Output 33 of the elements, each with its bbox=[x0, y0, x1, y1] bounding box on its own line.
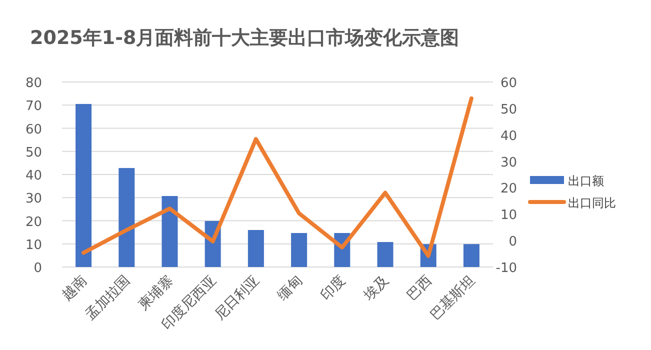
bar bbox=[76, 104, 92, 267]
y2-tick-label: 40 bbox=[500, 128, 517, 144]
bar bbox=[377, 242, 394, 267]
bar bbox=[248, 230, 264, 267]
y2-tick-label: 0 bbox=[508, 234, 517, 250]
bar bbox=[463, 244, 480, 267]
y-tick-label: 0 bbox=[34, 261, 42, 276]
y-tick-label: 80 bbox=[25, 76, 42, 91]
bar bbox=[162, 196, 178, 267]
bar bbox=[118, 168, 135, 267]
legend-label: 出口同比 bbox=[568, 196, 616, 210]
x-tick-label: 埃及 bbox=[360, 272, 392, 304]
y-tick-label: 30 bbox=[25, 192, 42, 207]
y-tick-label: 50 bbox=[25, 145, 42, 160]
x-tick-label: 印度 bbox=[318, 272, 349, 304]
y2-tick-label: 50 bbox=[500, 102, 517, 118]
x-tick-label: 越南 bbox=[59, 272, 90, 304]
y-tick-label: 40 bbox=[25, 168, 42, 184]
y-tick-label: 10 bbox=[25, 238, 42, 253]
y2-tick-label: 30 bbox=[500, 155, 517, 170]
y2-tick-label: 10 bbox=[500, 208, 517, 224]
y2-tick-label: -10 bbox=[496, 261, 517, 276]
line-series bbox=[82, 96, 474, 258]
y2-tick-label: 60 bbox=[500, 76, 517, 91]
y-tick-label: 70 bbox=[25, 99, 42, 114]
chart-title: 2025年1-8月面料前十大主要出口市场变化示意图 bbox=[30, 27, 460, 49]
legend-label: 出口额 bbox=[568, 174, 604, 188]
x-tick-label: 缅甸 bbox=[274, 272, 306, 304]
y-tick-label: 60 bbox=[25, 122, 42, 138]
x-tick-label: 巴西 bbox=[404, 272, 436, 304]
bar bbox=[291, 233, 308, 267]
y2-tick-label: 20 bbox=[500, 182, 517, 197]
y-tick-label: 20 bbox=[25, 214, 42, 230]
